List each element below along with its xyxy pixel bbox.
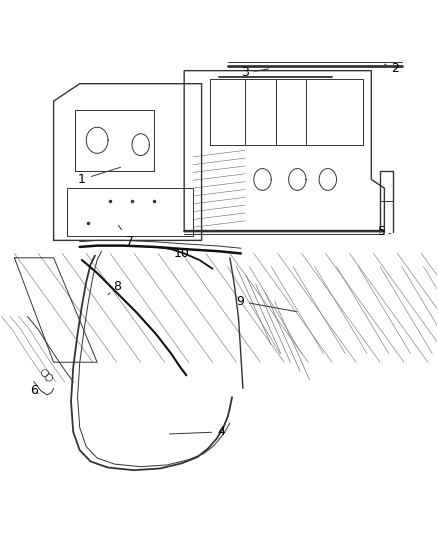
Text: 6: 6	[30, 384, 38, 397]
Text: 3: 3	[241, 66, 268, 79]
Text: 8: 8	[108, 280, 121, 295]
Text: 1: 1	[78, 167, 120, 186]
Text: 2: 2	[385, 62, 399, 75]
Text: 7: 7	[118, 225, 134, 248]
Text: 10: 10	[174, 247, 190, 260]
Text: 9: 9	[236, 295, 297, 312]
Text: 4: 4	[170, 425, 225, 438]
Text: 5: 5	[378, 225, 391, 238]
